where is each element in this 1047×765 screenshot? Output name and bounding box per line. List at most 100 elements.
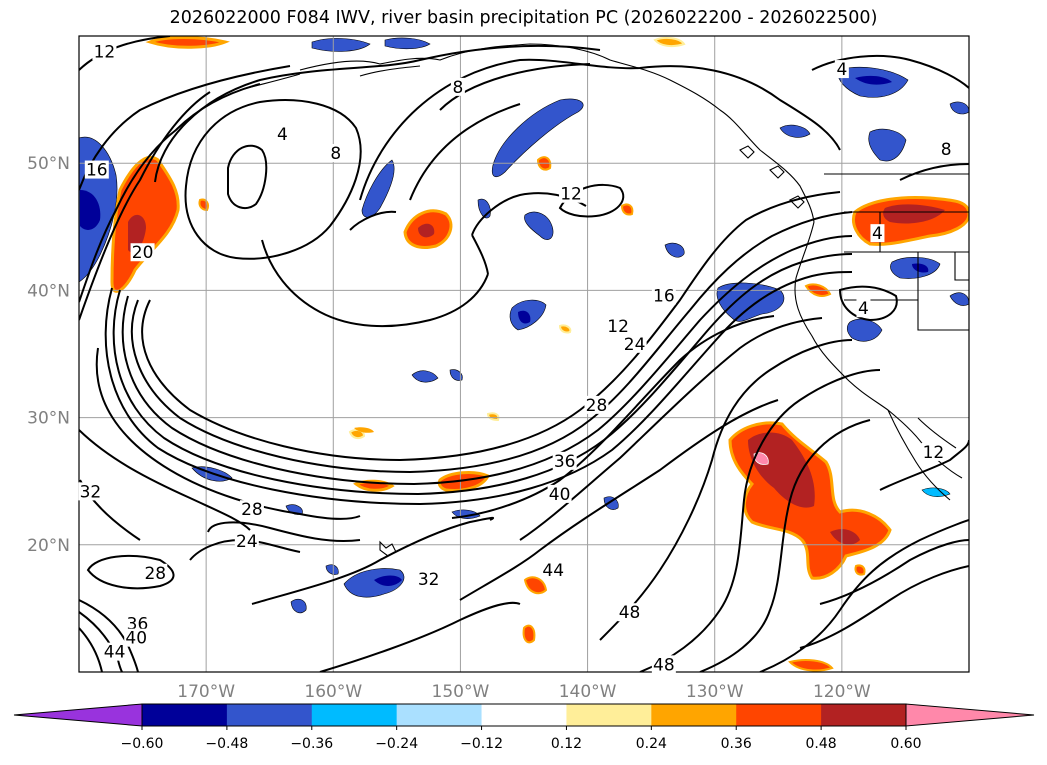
iwv-contour-label: 4	[872, 224, 883, 244]
negative-anomaly-area	[374, 575, 402, 586]
lat-tick-label: 30°N	[27, 409, 70, 429]
negative-anomaly-area	[361, 159, 395, 218]
inside-passage-islands	[739, 145, 805, 209]
iwv-contour-32	[79, 429, 251, 531]
contour-label-background	[328, 144, 343, 163]
iwv-contour-16	[79, 83, 261, 303]
negative-anomaly-area	[912, 263, 929, 273]
iwv-contour-4	[227, 144, 268, 210]
lat-tick-label: 50°N	[27, 154, 70, 174]
contour-label-background	[606, 317, 631, 336]
positive-anomaly-area	[437, 471, 491, 492]
lon-tick-label: 140°W	[559, 682, 617, 702]
iwv-contour-label: 16	[653, 286, 675, 306]
positive-anomaly-area	[558, 324, 572, 334]
lat-tick-label: 40°N	[27, 281, 70, 301]
iwv-contour-label: 44	[542, 561, 564, 581]
iwv-contour-label: 4	[277, 125, 288, 145]
iwv-contour-12	[79, 36, 171, 71]
iwv-contour-label: 28	[586, 396, 608, 416]
iwv-contour-36	[79, 599, 139, 672]
positive-anomaly-area	[854, 564, 866, 576]
iwv-contour-28	[86, 554, 175, 590]
colorbar-tick-label: −0.12	[460, 736, 503, 752]
iwv-contour-12	[261, 239, 489, 328]
colorbar-extend-high	[905, 703, 1035, 727]
iwv-contour-44	[459, 399, 779, 601]
iwv-contour-8	[359, 58, 841, 201]
iwv-contour-16	[79, 65, 291, 191]
iwv-contour-20	[121, 235, 853, 486]
lat-lon-gridlines	[79, 36, 969, 672]
iwv-contour-32	[819, 539, 969, 605]
precip-anomaly-fills	[79, 36, 969, 672]
iwv-contour-label: 12	[560, 185, 582, 205]
iwv-contour-24	[207, 521, 361, 543]
contour-label-background	[130, 243, 155, 262]
contour-label-background	[275, 124, 290, 143]
latitude-tick-labels: 50°N 40°N 30°N 20°N	[27, 154, 70, 556]
colorbar-tick-label: 0.60	[890, 736, 921, 752]
contour-label-background	[78, 482, 103, 501]
west-coast	[794, 221, 963, 479]
iwv-contour-28	[95, 347, 361, 520]
iwv-contour-label: 32	[418, 570, 440, 590]
iwv-contour-label: 48	[653, 655, 675, 675]
negative-anomaly-area	[384, 37, 431, 50]
iwv-contour-label: 28	[144, 564, 166, 584]
iwv-contour-40	[519, 317, 823, 541]
iwv-contour-12	[409, 63, 591, 201]
negative-anomaly-area	[311, 38, 371, 52]
contour-label-background	[651, 286, 676, 305]
colorbar-tick-label: 0.24	[636, 736, 667, 752]
positive-anomaly-area	[788, 659, 834, 672]
contour-label-background	[651, 655, 676, 674]
contour-label-background	[124, 628, 149, 647]
positive-anomaly-area	[128, 214, 146, 253]
iwv-contour-label: 8	[941, 140, 952, 160]
iwv-contour-28	[104, 271, 853, 506]
longitude-tick-labels: 170°W 160°W 150°W 140°W 130°W 120°W	[177, 682, 871, 702]
iwv-contour-36	[799, 565, 969, 649]
contour-label-background	[234, 531, 259, 550]
negative-anomaly-area	[491, 98, 584, 178]
negative-anomaly-area	[868, 128, 907, 162]
colorbar-extend-low	[13, 703, 143, 727]
lat-tick-label: 20°N	[27, 536, 70, 556]
positive-anomaly-area	[522, 624, 536, 644]
positive-anomaly-area	[198, 198, 210, 212]
iwv-contour-8	[349, 210, 397, 231]
positive-anomaly-area	[348, 428, 366, 440]
iwv-contour-label: 4	[858, 299, 869, 319]
colorbar-tick-label: −0.60	[121, 736, 164, 752]
iwv-contour-20	[79, 91, 211, 321]
iwv-contour-12	[879, 439, 969, 491]
iwv-contour-32	[251, 516, 495, 605]
colorbar-outline	[141, 703, 907, 727]
contour-label-background	[834, 60, 849, 79]
iwv-contour-label: 48	[619, 603, 641, 623]
contour-label-background	[617, 603, 642, 622]
iwv-contour-40	[759, 519, 969, 672]
map-frame	[78, 35, 970, 673]
iwv-contour-24	[112, 253, 853, 496]
iwv-contour-label: 24	[236, 532, 258, 552]
contour-label-background	[125, 614, 150, 633]
colorbar-tick-label: 0.48	[806, 736, 837, 752]
colorbar: −0.60 −0.48 −0.36 −0.24 −0.12 0.12 0.24 0.36 0.4…	[13, 703, 1035, 752]
contour-label-background	[622, 334, 647, 353]
negative-anomaly-area	[518, 310, 531, 324]
iwv-contour-4	[838, 285, 898, 322]
positive-anomaly-area	[486, 412, 500, 422]
iwv-contour-8	[899, 163, 969, 181]
colorbar-segment	[821, 704, 907, 726]
negative-anomaly-area	[664, 242, 685, 258]
contour-label-background	[584, 395, 609, 414]
colorbar-segment	[311, 704, 398, 726]
iwv-contour-label: 40	[549, 485, 571, 505]
positive-anomaly-area	[830, 529, 860, 545]
negative-anomaly-area	[779, 124, 811, 138]
iwv-contour-label: 16	[86, 161, 108, 181]
baja-peninsula	[887, 409, 957, 501]
